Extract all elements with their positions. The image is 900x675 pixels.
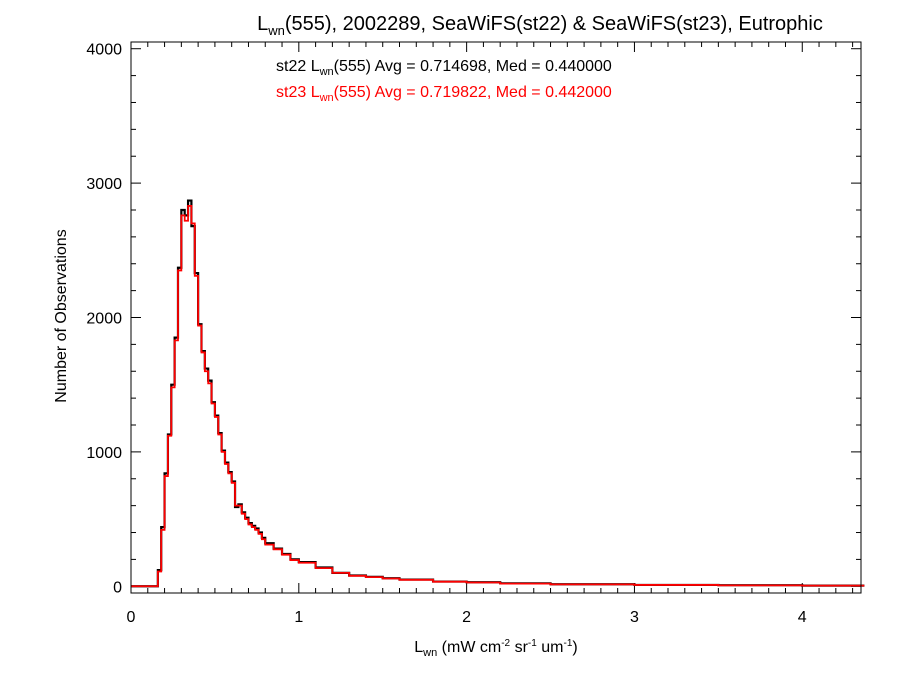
y-tick-label: 4000: [86, 42, 122, 59]
x-axis-label: Lwn (mW cm-2 sr-1 um-1): [414, 638, 577, 659]
chart-title-sub: wn: [267, 23, 285, 38]
y-axis-label: Number of Observations: [53, 229, 70, 402]
y-tick-label: 1000: [86, 445, 122, 462]
legend-st22-sub: wn: [319, 66, 334, 78]
x-tick-label: 3: [630, 609, 639, 626]
legend-entry-st23: st23 Lwn(555) Avg = 0.719822, Med = 0.44…: [276, 84, 612, 104]
series-line-st23: [131, 205, 865, 588]
axis-ticks: [130, 42, 861, 593]
x-tick-label: 4: [798, 609, 807, 626]
chart-title-prefix: L: [257, 13, 268, 35]
x-tick-label: 1: [294, 609, 303, 626]
x-label-superscript: -1: [528, 638, 537, 649]
legend-st22-prefix: st22 L: [276, 58, 320, 75]
legend-st23-suffix: (555) Avg = 0.719822, Med = 0.442000: [334, 84, 612, 101]
chart-title: Lwn(555), 2002289, SeaWiFS(st22) & SeaWi…: [257, 13, 823, 38]
x-label-units: um: [537, 639, 564, 656]
axis-tick-labels: 0 1 2 3 4 0 1000 2000 3000 4000: [86, 42, 806, 626]
chart-title-suffix: (555), 2002289, SeaWiFS(st22) & SeaWiFS(…: [285, 13, 823, 35]
y-tick-label: 3000: [86, 176, 122, 193]
x-label-sub: wn: [422, 647, 437, 659]
plot-frame: [130, 41, 862, 594]
x-label-units: (mW cm: [437, 639, 501, 656]
x-label-units: ): [572, 639, 577, 656]
x-label-superscript: -2: [501, 638, 510, 649]
y-tick-label: 0: [113, 579, 122, 596]
legend-st23-prefix: st23 L: [276, 84, 320, 101]
x-label-superscript: -1: [563, 638, 572, 649]
x-label-units: sr: [510, 639, 528, 656]
data-series: [131, 199, 865, 588]
x-tick-label: 0: [127, 609, 136, 626]
legend-st22-suffix: (555) Avg = 0.714698, Med = 0.440000: [334, 58, 612, 75]
legend-entry-st22: st22 Lwn(555) Avg = 0.714698, Med = 0.44…: [276, 58, 612, 78]
y-tick-label: 2000: [86, 311, 122, 328]
x-label-main: L: [414, 639, 423, 656]
legend-st23-sub: wn: [319, 92, 334, 104]
series-line-st22: [131, 199, 865, 588]
x-tick-label: 2: [462, 609, 471, 626]
